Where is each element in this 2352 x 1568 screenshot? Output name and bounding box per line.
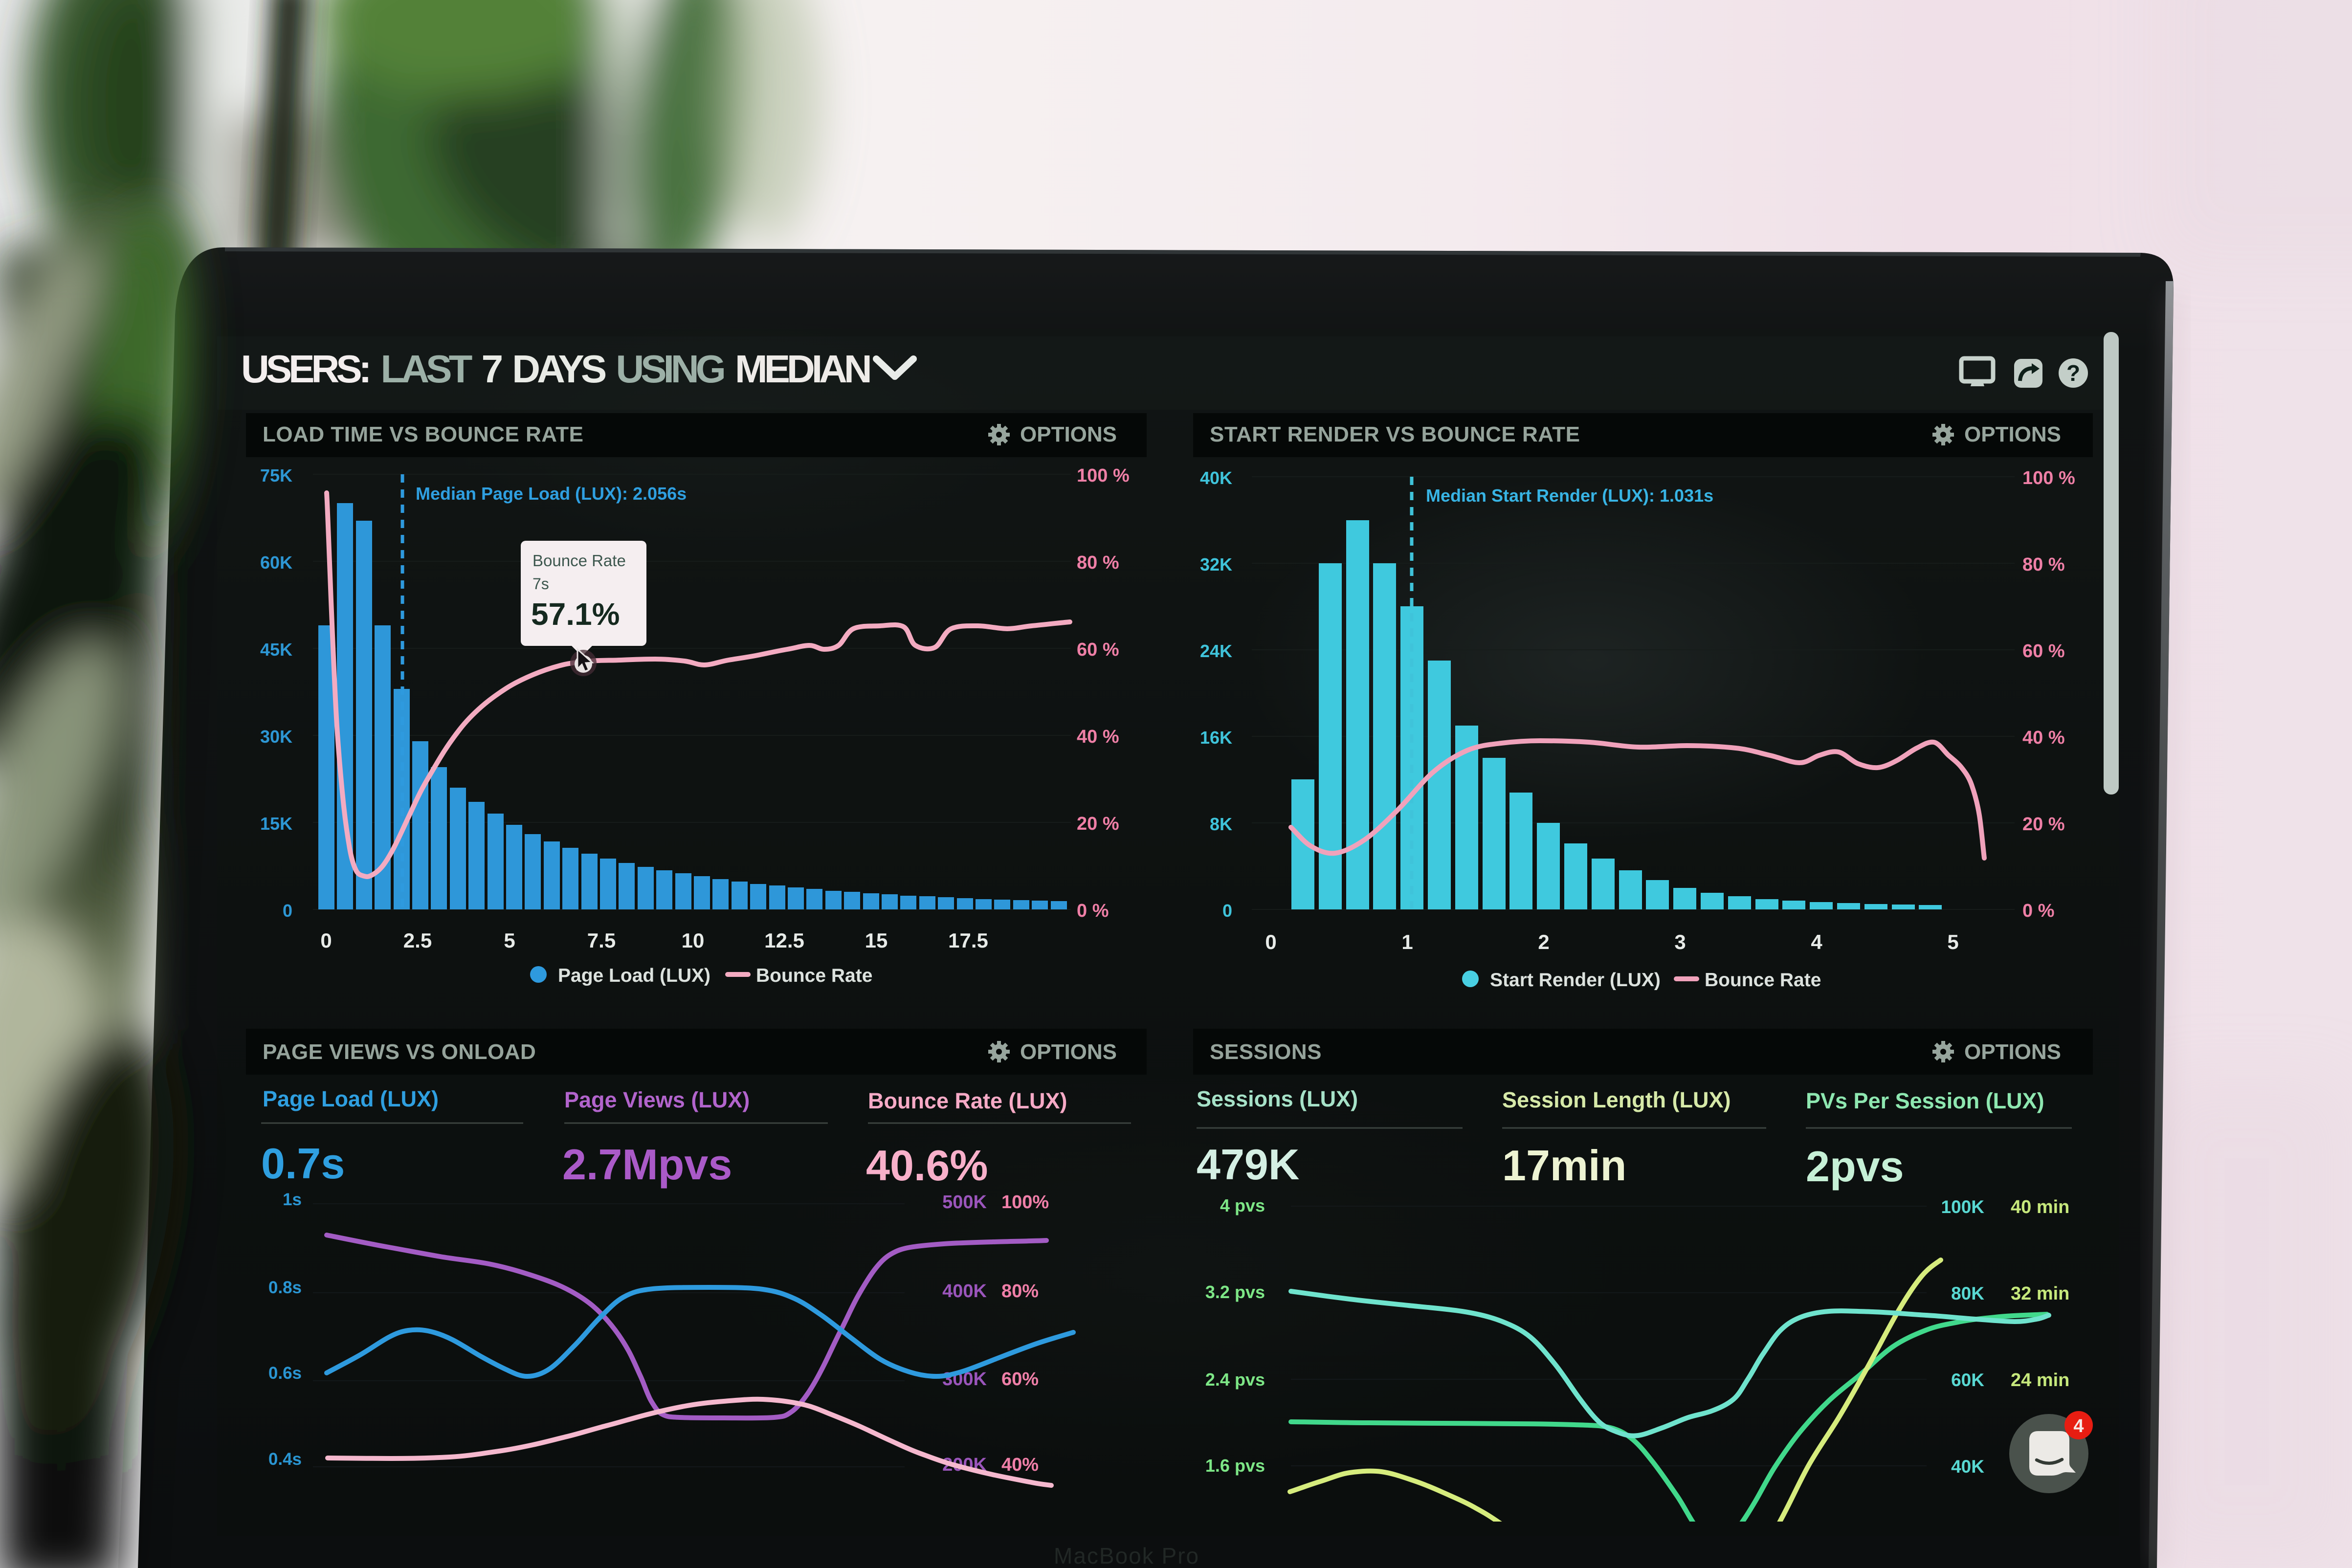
svg-text:OPTIONS: OPTIONS xyxy=(1020,422,1117,446)
svg-text:0 %: 0 % xyxy=(1077,901,1109,921)
svg-text:Page Views (LUX): Page Views (LUX) xyxy=(564,1087,750,1112)
svg-text:0.8s: 0.8s xyxy=(268,1278,302,1297)
svg-text:5: 5 xyxy=(1947,930,1958,953)
svg-text:100K: 100K xyxy=(1941,1197,1985,1217)
svg-text:100%: 100% xyxy=(1001,1192,1049,1213)
svg-text:100 %: 100 % xyxy=(2022,468,2075,488)
svg-text:17.5: 17.5 xyxy=(948,929,988,952)
svg-text:16K: 16K xyxy=(1200,728,1232,748)
svg-text:479K: 479K xyxy=(1197,1140,1299,1189)
svg-text:Session Length (LUX): Session Length (LUX) xyxy=(1502,1087,1731,1112)
svg-text:LOAD TIME VS BOUNCE RATE: LOAD TIME VS BOUNCE RATE xyxy=(263,422,584,446)
svg-text:MacBook Pro: MacBook Pro xyxy=(1054,1543,1199,1568)
svg-text:40%: 40% xyxy=(1001,1455,1039,1475)
svg-text:20 %: 20 % xyxy=(1077,814,1119,834)
svg-text:SESSIONS: SESSIONS xyxy=(1210,1040,1322,1064)
svg-text:40 min: 40 min xyxy=(2011,1197,2069,1217)
svg-text:60 %: 60 % xyxy=(2022,641,2065,662)
svg-text:7.5: 7.5 xyxy=(587,929,616,952)
svg-text:2.4 pvs: 2.4 pvs xyxy=(1205,1369,1265,1390)
svg-text:500K: 500K xyxy=(942,1192,987,1213)
svg-text:60%: 60% xyxy=(1001,1369,1039,1390)
svg-text:0.4s: 0.4s xyxy=(268,1450,302,1469)
svg-text:Page Load (LUX): Page Load (LUX) xyxy=(263,1086,439,1111)
svg-text:2: 2 xyxy=(1538,930,1549,953)
svg-text:Median Page Load (LUX): 2.056s: Median Page Load (LUX): 2.056s xyxy=(416,484,687,504)
svg-text:75K: 75K xyxy=(260,465,292,486)
svg-text:?: ? xyxy=(2066,360,2080,386)
svg-text:5: 5 xyxy=(504,929,515,952)
svg-text:0: 0 xyxy=(320,929,332,952)
svg-text:0: 0 xyxy=(1222,901,1232,921)
svg-text:15: 15 xyxy=(865,929,888,952)
svg-text:OPTIONS: OPTIONS xyxy=(1964,1040,2061,1064)
svg-text:60K: 60K xyxy=(1951,1370,1984,1390)
svg-text:45K: 45K xyxy=(260,640,292,660)
svg-text:40K: 40K xyxy=(1951,1457,1984,1477)
svg-text:3: 3 xyxy=(1674,930,1686,953)
svg-text:12.5: 12.5 xyxy=(764,929,804,952)
svg-text:60 %: 60 % xyxy=(1077,640,1119,660)
svg-text:1: 1 xyxy=(1401,930,1413,953)
svg-text:2pvs: 2pvs xyxy=(1806,1142,1904,1191)
svg-text:0 %: 0 % xyxy=(2022,901,2054,921)
svg-text:32 min: 32 min xyxy=(2011,1283,2069,1304)
svg-text:USERS: LAST 7 DAYS USING MEDIA: USERS: LAST 7 DAYS USING MEDIAN xyxy=(241,347,870,391)
svg-text:Median Start Render (LUX): 1.0: Median Start Render (LUX): 1.031s xyxy=(1426,486,1713,506)
svg-text:10: 10 xyxy=(682,929,705,952)
svg-text:80 %: 80 % xyxy=(1077,552,1119,573)
svg-text:17min: 17min xyxy=(1502,1141,1626,1190)
svg-text:40 %: 40 % xyxy=(2022,728,2065,748)
svg-text:20 %: 20 % xyxy=(2022,814,2065,835)
svg-text:32K: 32K xyxy=(1200,554,1232,574)
svg-text:0: 0 xyxy=(1265,930,1276,953)
svg-text:0.7s: 0.7s xyxy=(261,1139,345,1188)
svg-text:60K: 60K xyxy=(260,552,292,573)
svg-text:40 %: 40 % xyxy=(1077,727,1119,747)
svg-text:0.6s: 0.6s xyxy=(268,1364,302,1383)
svg-text:Page Load (LUX): Page Load (LUX) xyxy=(558,965,710,986)
svg-text:2.5: 2.5 xyxy=(403,929,432,952)
svg-text:Bounce Rate (LUX): Bounce Rate (LUX) xyxy=(868,1088,1067,1113)
svg-text:START RENDER VS BOUNCE RATE: START RENDER VS BOUNCE RATE xyxy=(1210,422,1580,446)
svg-text:Bounce Rate: Bounce Rate xyxy=(756,965,872,986)
svg-text:40.6%: 40.6% xyxy=(866,1141,988,1190)
svg-text:4: 4 xyxy=(2073,1416,2084,1436)
svg-text:57.1%: 57.1% xyxy=(531,596,620,632)
svg-text:Bounce Rate: Bounce Rate xyxy=(1705,970,1821,991)
svg-text:80 %: 80 % xyxy=(2022,554,2065,575)
svg-text:Sessions (LUX): Sessions (LUX) xyxy=(1197,1086,1358,1111)
svg-text:24K: 24K xyxy=(1200,641,1232,661)
svg-text:2.7Mpvs: 2.7Mpvs xyxy=(562,1140,732,1189)
svg-text:OPTIONS: OPTIONS xyxy=(1964,422,2061,446)
svg-text:1.6 pvs: 1.6 pvs xyxy=(1205,1456,1265,1476)
svg-text:OPTIONS: OPTIONS xyxy=(1020,1040,1117,1064)
svg-text:8K: 8K xyxy=(1210,814,1232,834)
svg-text:15K: 15K xyxy=(260,814,292,834)
svg-text:Start Render (LUX): Start Render (LUX) xyxy=(1490,970,1661,991)
svg-text:3.2 pvs: 3.2 pvs xyxy=(1205,1282,1265,1302)
svg-text:PVs Per Session (LUX): PVs Per Session (LUX) xyxy=(1806,1088,2044,1113)
svg-text:4 pvs: 4 pvs xyxy=(1220,1195,1265,1215)
svg-text:PAGE VIEWS VS ONLOAD: PAGE VIEWS VS ONLOAD xyxy=(263,1040,536,1064)
svg-text:1s: 1s xyxy=(283,1190,302,1209)
svg-text:40K: 40K xyxy=(1200,468,1232,488)
svg-text:24 min: 24 min xyxy=(2011,1370,2069,1391)
svg-text:100 %: 100 % xyxy=(1077,465,1130,486)
svg-text:4: 4 xyxy=(1811,930,1822,953)
svg-text:Bounce Rate: Bounce Rate xyxy=(533,552,626,570)
svg-text:80%: 80% xyxy=(1001,1281,1039,1302)
svg-text:400K: 400K xyxy=(942,1281,987,1302)
svg-text:80K: 80K xyxy=(1951,1283,1984,1303)
svg-text:0: 0 xyxy=(283,901,292,921)
svg-text:7s: 7s xyxy=(533,575,549,593)
svg-text:30K: 30K xyxy=(260,727,292,747)
